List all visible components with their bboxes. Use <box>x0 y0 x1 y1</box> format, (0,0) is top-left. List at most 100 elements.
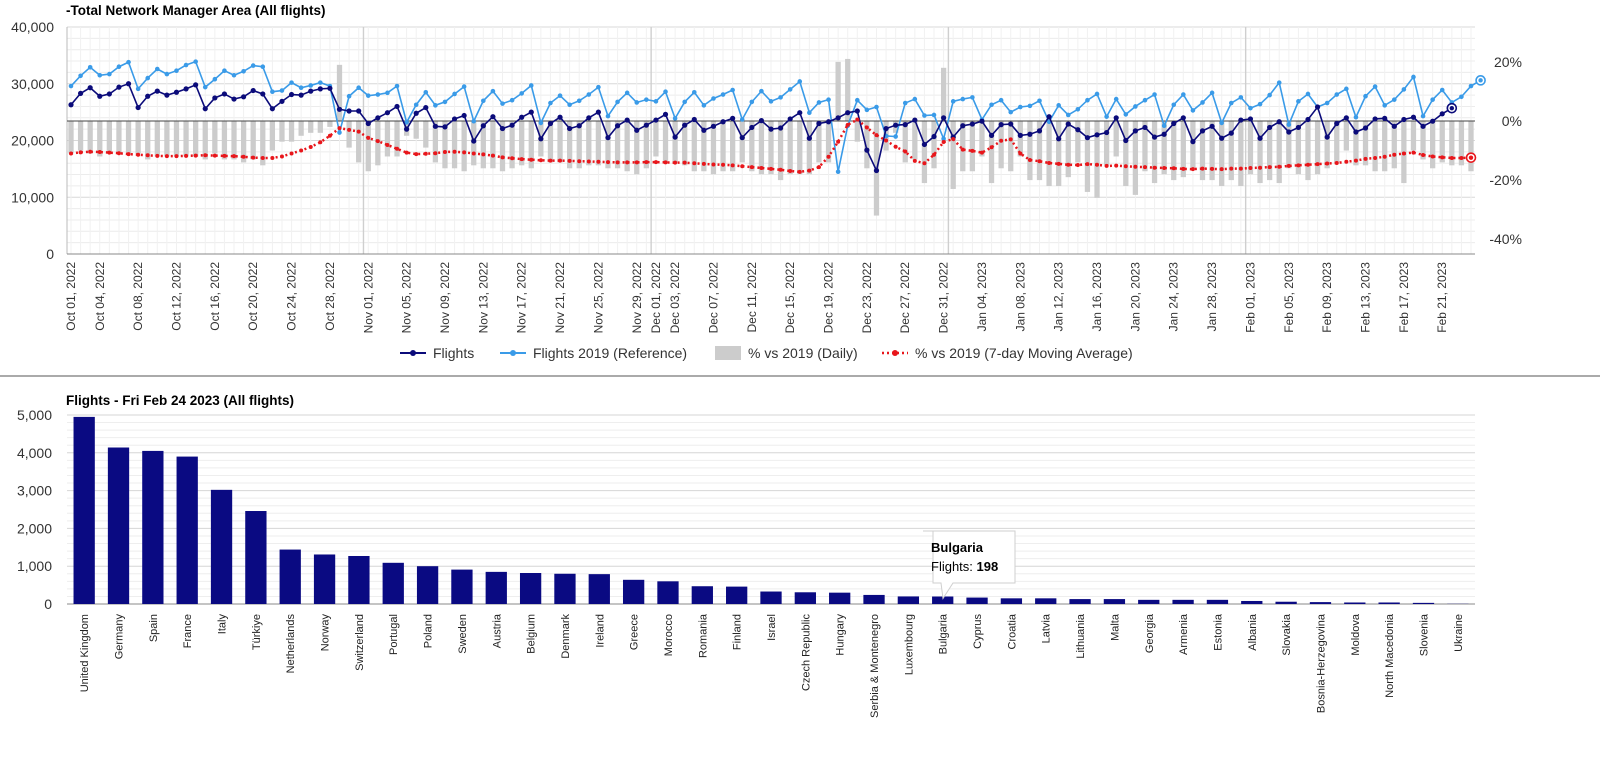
series-point <box>1008 121 1014 127</box>
country-bar <box>73 416 95 604</box>
series-point <box>816 120 822 127</box>
country-bar <box>794 592 816 604</box>
country-bar <box>1241 600 1263 604</box>
daily-percent-bar <box>758 121 765 175</box>
series-point <box>289 80 294 85</box>
series-point <box>279 154 284 159</box>
series-point <box>1410 114 1417 120</box>
series-point <box>1373 155 1378 160</box>
series-point <box>336 106 343 112</box>
series-point <box>375 92 381 97</box>
series-point <box>1238 95 1244 100</box>
series-point <box>337 130 342 135</box>
country-label: Bosnia-Herzegovina <box>1315 613 1327 713</box>
series-point <box>1037 98 1042 104</box>
series-point <box>1248 105 1253 111</box>
daily-percent-bar <box>1142 121 1148 172</box>
x-tick-label: Oct 16, 2022 <box>208 262 222 331</box>
daily-percent-bar <box>308 121 314 133</box>
series-point <box>1382 154 1387 159</box>
series-point <box>480 123 486 129</box>
series-point <box>1286 129 1292 135</box>
series-point <box>912 158 917 163</box>
daily-percent-bar <box>979 121 985 157</box>
series-point <box>154 88 160 94</box>
daily-percent-bar <box>787 121 793 175</box>
series-point <box>1200 100 1205 105</box>
series-point <box>298 92 304 98</box>
series-point <box>874 104 879 110</box>
series-point <box>433 103 438 108</box>
daily-percent-bar <box>327 121 333 127</box>
series-point <box>864 147 870 153</box>
daily-percent-bar <box>912 121 918 160</box>
country-bar <box>1103 599 1126 604</box>
country-label: Slovakia <box>1281 613 1293 655</box>
right-y-tick-label: 0% <box>1502 113 1522 129</box>
series-point <box>1152 165 1157 170</box>
series-point <box>836 139 841 144</box>
series-point <box>500 101 505 106</box>
daily-percent-bar <box>1036 121 1043 181</box>
series-point <box>385 90 390 96</box>
series-point <box>499 125 506 132</box>
daily-percent-bar <box>1430 121 1436 169</box>
series-point <box>1276 119 1282 125</box>
series-point <box>1430 118 1436 124</box>
daily-percent-bar <box>1017 121 1023 157</box>
series-point <box>1142 165 1147 170</box>
series-point <box>1161 123 1167 129</box>
series-point <box>317 86 323 92</box>
series-point <box>538 136 544 142</box>
series-point <box>1133 104 1138 109</box>
daily-percent-bar <box>605 121 611 169</box>
series-point <box>414 152 419 157</box>
series-point <box>1180 115 1186 121</box>
series-end-dot <box>1468 155 1474 160</box>
daily-percent-bar <box>413 121 419 139</box>
series-point <box>1411 150 1416 155</box>
series-point <box>624 90 630 96</box>
series-point <box>164 92 170 98</box>
series-point <box>605 160 610 165</box>
daily-percent-bar <box>87 121 93 154</box>
country-bar <box>760 591 782 604</box>
series-point <box>1065 121 1071 127</box>
series-point <box>1324 100 1330 106</box>
x-tick-label: Feb 21, 2023 <box>1435 262 1449 333</box>
legend-swatch-point <box>510 350 516 356</box>
series-point <box>548 100 553 106</box>
series-point <box>701 161 706 166</box>
series-point <box>461 84 467 89</box>
series-point <box>1286 163 1291 168</box>
series-point <box>471 138 477 144</box>
series-point <box>394 83 400 89</box>
country-bar <box>519 573 542 604</box>
line-chart-legend[interactable]: Flights Flights 2019 (Reference) % vs 2019… <box>400 345 1133 361</box>
series-point <box>931 133 937 140</box>
series-point <box>1162 165 1167 170</box>
series-point <box>634 100 640 105</box>
series-point <box>1286 122 1292 127</box>
series-point <box>97 150 102 155</box>
series-point <box>701 103 707 108</box>
series-point <box>673 160 678 165</box>
daily-percent-bar <box>931 121 937 169</box>
daily-percent-bar <box>1113 121 1119 157</box>
series-point <box>1248 165 1253 170</box>
series-point <box>164 71 170 77</box>
country-bar <box>1172 599 1194 604</box>
tooltip-value-line: Flights: 198 <box>931 559 998 574</box>
x-tick-label: Nov 17, 2022 <box>515 262 529 334</box>
series-point <box>1334 160 1339 165</box>
series-point <box>442 124 448 130</box>
country-bar <box>966 597 988 604</box>
series-point <box>586 92 592 97</box>
daily-percent-bar <box>317 121 323 133</box>
legend-label: Flights <box>433 345 474 361</box>
series-point <box>221 91 228 97</box>
series-point <box>164 154 169 159</box>
series-point <box>471 118 477 124</box>
daily-percent-bar <box>1209 121 1215 181</box>
country-label: Estonia <box>1212 613 1224 651</box>
